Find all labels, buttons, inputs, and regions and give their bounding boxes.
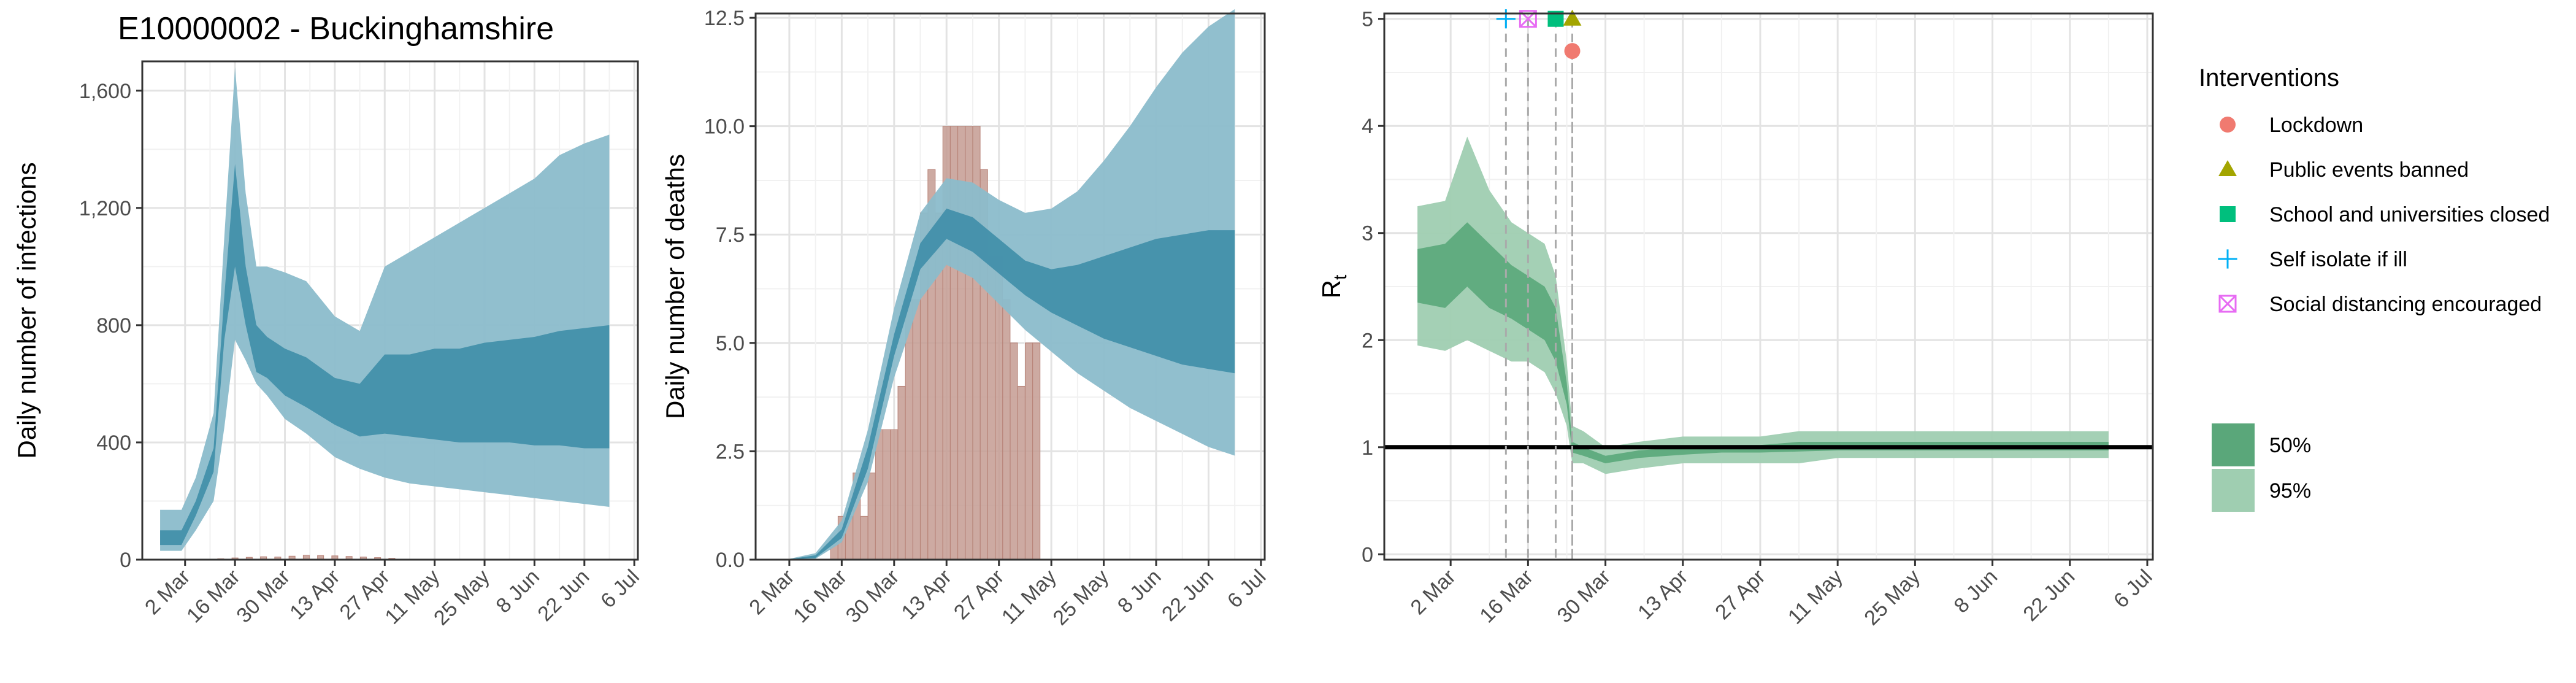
y-axis-label: Daily number of deaths xyxy=(661,154,689,419)
observed-bar xyxy=(1025,342,1033,560)
legend-item: Self isolate if ill xyxy=(2218,248,2407,271)
box xyxy=(1519,10,1537,28)
y-tick-label: 7.5 xyxy=(716,223,745,247)
y-axis-label-subscript: t xyxy=(1330,274,1351,280)
legend-item-label: Social distancing encouraged xyxy=(2269,293,2542,316)
observed-bar xyxy=(883,429,891,560)
y-tick-label: 2 xyxy=(1362,329,1373,352)
legend-swatch xyxy=(2212,469,2255,512)
self-isolate-marker xyxy=(2218,249,2237,269)
observed-bar xyxy=(1010,342,1018,560)
y-tick-label: 1,600 xyxy=(79,80,131,103)
legend-item-label: Self isolate if ill xyxy=(2269,248,2407,271)
observed-bar xyxy=(860,515,868,560)
y-tick-label: 1,200 xyxy=(79,197,131,220)
legend: Interventions Lockdown Public events bann… xyxy=(2199,64,2550,512)
y-tick-label: 5.0 xyxy=(716,332,745,355)
observed-bar xyxy=(875,429,883,560)
y-axis-label: Daily number of infections xyxy=(12,162,41,458)
panel-border xyxy=(754,12,1266,561)
y-tick-label: 0 xyxy=(120,549,131,572)
legend-item-label: Lockdown xyxy=(2269,114,2363,137)
y-tick-label: 4 xyxy=(1362,115,1373,138)
y-tick-label: 0.0 xyxy=(716,549,745,572)
legend-swatch xyxy=(2212,423,2255,466)
ribbon-50 xyxy=(160,164,610,546)
legend-item: Social distancing encouraged xyxy=(2218,293,2542,316)
y-tick-label: 10.0 xyxy=(704,115,745,139)
figure-title: E10000002 - Buckinghamshire xyxy=(118,11,554,47)
panel-border xyxy=(141,60,639,561)
public-events-marker xyxy=(1563,9,1582,26)
y-tick-label: 800 xyxy=(96,314,131,338)
box xyxy=(2218,295,2237,313)
ribbon-50 xyxy=(789,208,1235,560)
self-isolate-marker xyxy=(1496,9,1516,29)
observed-bar xyxy=(1002,299,1011,560)
y-tick-label: 12.5 xyxy=(704,7,745,30)
legend-title: Interventions xyxy=(2199,64,2339,91)
legend-item-label: School and universities closed xyxy=(2269,203,2550,226)
schools-marker xyxy=(2220,206,2236,222)
social-distancing-marker xyxy=(2218,295,2237,313)
observed-bar xyxy=(987,256,995,560)
legend-interval-label: 95% xyxy=(2269,479,2311,503)
legend-interval-label: 50% xyxy=(2269,434,2311,457)
panel-border xyxy=(1383,12,2154,561)
observed-bar xyxy=(1032,342,1041,560)
observed-bar xyxy=(912,299,921,560)
y-tick-label: 1 xyxy=(1362,436,1373,460)
legend-item: Public events banned xyxy=(2218,158,2469,182)
ribbon-50 xyxy=(1417,222,2109,463)
y-tick-label: 5 xyxy=(1362,8,1373,31)
legend-interval: 95% xyxy=(2212,469,2311,512)
observed-bar xyxy=(890,429,899,560)
x-b xyxy=(2218,295,2237,313)
observed-bar xyxy=(897,385,906,560)
lockdown-marker xyxy=(1564,43,1581,60)
public-events-marker xyxy=(2218,160,2237,177)
lockdown-marker xyxy=(2220,117,2236,133)
y-tick-label: 400 xyxy=(96,431,131,455)
legend-item: School and universities closed xyxy=(2220,203,2550,226)
y-tick-label: 0 xyxy=(1362,543,1373,566)
legend-item-label: Public events banned xyxy=(2269,158,2469,182)
y-tick-label: 3 xyxy=(1362,222,1373,245)
y-tick-label: 2.5 xyxy=(716,440,745,463)
observed-bar xyxy=(1017,385,1025,560)
legend-item: Lockdown xyxy=(2220,114,2363,137)
legend-interval: 50% xyxy=(2212,423,2311,466)
observed-bar xyxy=(867,473,876,560)
